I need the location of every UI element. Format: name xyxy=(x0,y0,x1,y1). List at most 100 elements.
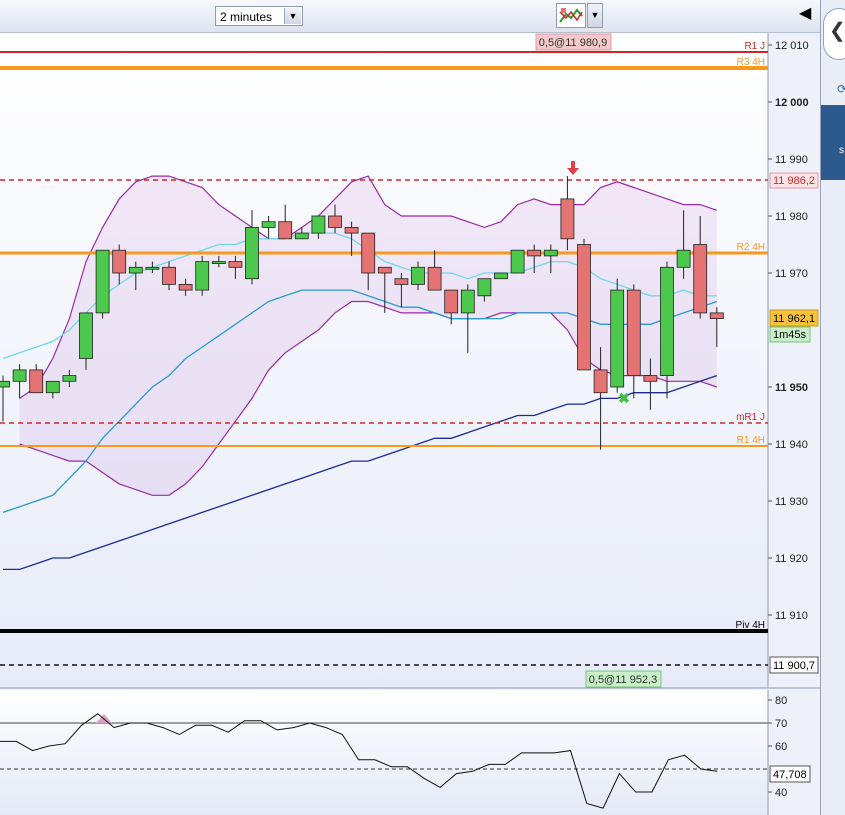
candle-body[interactable] xyxy=(178,283,193,291)
side-tab[interactable] xyxy=(821,105,845,180)
candle-body[interactable] xyxy=(527,249,542,257)
candle-body[interactable] xyxy=(211,261,226,265)
candle-body[interactable] xyxy=(444,289,459,314)
countdown: 1m45s xyxy=(773,329,807,341)
candle-body[interactable] xyxy=(610,289,625,388)
candle-body[interactable] xyxy=(460,289,475,314)
top-order-text: 0,5@11 980,9 xyxy=(539,37,607,49)
chart-indicator-graphic xyxy=(559,8,583,23)
piv-4h-label: Piv 4H xyxy=(736,620,765,631)
price-tick-label: 11 990 xyxy=(775,154,808,166)
price-tick-label: 11 950 xyxy=(775,382,808,394)
bottom-order-text: 0,5@11 952,3 xyxy=(589,674,657,686)
dash-top-price: 11 986,2 xyxy=(773,175,815,187)
candle-body[interactable] xyxy=(693,244,708,314)
ema-fast-line xyxy=(2,232,717,360)
candle-body[interactable] xyxy=(660,266,674,377)
price-chart[interactable]: R1 J R3 4H R2 4H mR1 J R1 4H Piv 4H ✖ 0,… xyxy=(0,33,820,690)
candle-body[interactable] xyxy=(344,226,359,234)
candle-body[interactable] xyxy=(709,312,724,319)
candle-body[interactable] xyxy=(261,221,276,228)
bottom-order-tag[interactable] xyxy=(585,670,662,688)
candle-body[interactable] xyxy=(294,232,309,240)
candle-body[interactable] xyxy=(328,215,342,228)
price-tick-label: 11 920 xyxy=(775,553,808,565)
chart-indicator-icon[interactable] xyxy=(556,3,586,28)
candle-body[interactable] xyxy=(45,380,60,394)
candle-body[interactable] xyxy=(676,249,691,268)
side-panel: ❮ ⟳ s xyxy=(820,0,845,815)
band-upper xyxy=(19,175,717,399)
timeframe-select[interactable]: 2 minutes ▼ xyxy=(215,6,303,26)
r3-4h-label: R3 4H xyxy=(737,57,765,68)
price-tick-label: 11 930 xyxy=(775,496,808,508)
rsi-tick-label: 40 xyxy=(775,787,787,799)
countdown-tag xyxy=(769,326,811,343)
top-order-tag[interactable] xyxy=(535,33,612,51)
mr1j-label: mR1 J xyxy=(736,412,765,423)
candle-body[interactable] xyxy=(427,266,442,291)
nav-arrow-icon[interactable]: ◀ xyxy=(799,5,812,22)
rsi-tick-label: 60 xyxy=(775,741,787,753)
price-tick-label: 12 010 xyxy=(775,40,809,52)
candle-body[interactable] xyxy=(29,369,44,394)
candle-body[interactable] xyxy=(112,249,127,274)
rsi-tick-label: 80 xyxy=(775,695,787,707)
sell-signal-icon xyxy=(567,161,579,175)
ema-mid-line xyxy=(2,289,718,514)
candle-body[interactable] xyxy=(361,232,376,274)
chart-tool-menu-button[interactable]: ▼ xyxy=(587,3,603,28)
rsi-path xyxy=(0,713,718,809)
band-fill xyxy=(19,176,717,496)
rsi-panel[interactable]: 80 70 60 40 47,708 xyxy=(0,690,820,815)
candle-body[interactable] xyxy=(593,369,608,394)
dash-bottom-price: 11 900,7 xyxy=(773,660,815,672)
rsi-axis: 80 70 60 40 xyxy=(768,695,787,799)
current-price: 11 962,1 xyxy=(773,313,815,325)
candle-body[interactable] xyxy=(62,375,77,382)
rsi-value-tag xyxy=(769,765,811,783)
candle-body[interactable] xyxy=(643,375,658,382)
price-tick-label: 11 910 xyxy=(775,610,808,622)
refresh-icon[interactable]: ⟳ xyxy=(837,82,845,96)
back-arrow-icon[interactable]: ❮ xyxy=(829,20,845,42)
price-tick-label: 11 980 xyxy=(775,211,808,223)
candle-body[interactable] xyxy=(79,312,93,359)
candle-body[interactable] xyxy=(477,278,492,297)
chevron-down-icon[interactable]: ▼ xyxy=(284,8,301,24)
candle-body[interactable] xyxy=(394,278,409,285)
side-tab-label: s xyxy=(839,145,844,156)
candle-body[interactable] xyxy=(411,266,425,285)
candle-body[interactable] xyxy=(128,266,143,274)
ema-slow-line xyxy=(3,374,718,571)
candle-body[interactable] xyxy=(228,261,243,268)
toolbar: 2 minutes ▼ ▼ ◀ xyxy=(0,0,820,33)
dash-top-price-tag xyxy=(769,172,819,189)
candle-body[interactable] xyxy=(377,266,392,274)
candle-body[interactable] xyxy=(12,369,27,382)
candle-body[interactable] xyxy=(510,249,525,274)
dash-bottom-price-tag xyxy=(769,656,819,674)
candle-body[interactable] xyxy=(95,249,110,314)
candle-body[interactable] xyxy=(245,226,259,280)
candle-body[interactable] xyxy=(311,215,326,234)
candle-body[interactable] xyxy=(195,261,210,291)
candle-body[interactable] xyxy=(494,272,508,280)
rsi-value: 47,708 xyxy=(773,769,807,781)
candle-body[interactable] xyxy=(560,198,575,240)
candle-body[interactable] xyxy=(577,244,591,371)
price-tick-label: 12 000 xyxy=(775,97,809,109)
price-tick-label: 11 970 xyxy=(775,268,808,280)
r1-4h-label: R1 4H xyxy=(737,435,765,446)
candle-body[interactable] xyxy=(0,380,10,388)
candle-body[interactable] xyxy=(626,289,641,377)
candles xyxy=(0,176,724,450)
buy-signal-icon: ✖ xyxy=(618,390,630,406)
rsi-line xyxy=(0,713,718,809)
candle-body[interactable] xyxy=(145,266,160,270)
moving-averages xyxy=(2,232,718,571)
r2-4h-label: R2 4H xyxy=(737,242,765,253)
candle-body[interactable] xyxy=(278,221,293,240)
candle-body[interactable] xyxy=(162,266,176,285)
candle-body[interactable] xyxy=(543,249,558,257)
